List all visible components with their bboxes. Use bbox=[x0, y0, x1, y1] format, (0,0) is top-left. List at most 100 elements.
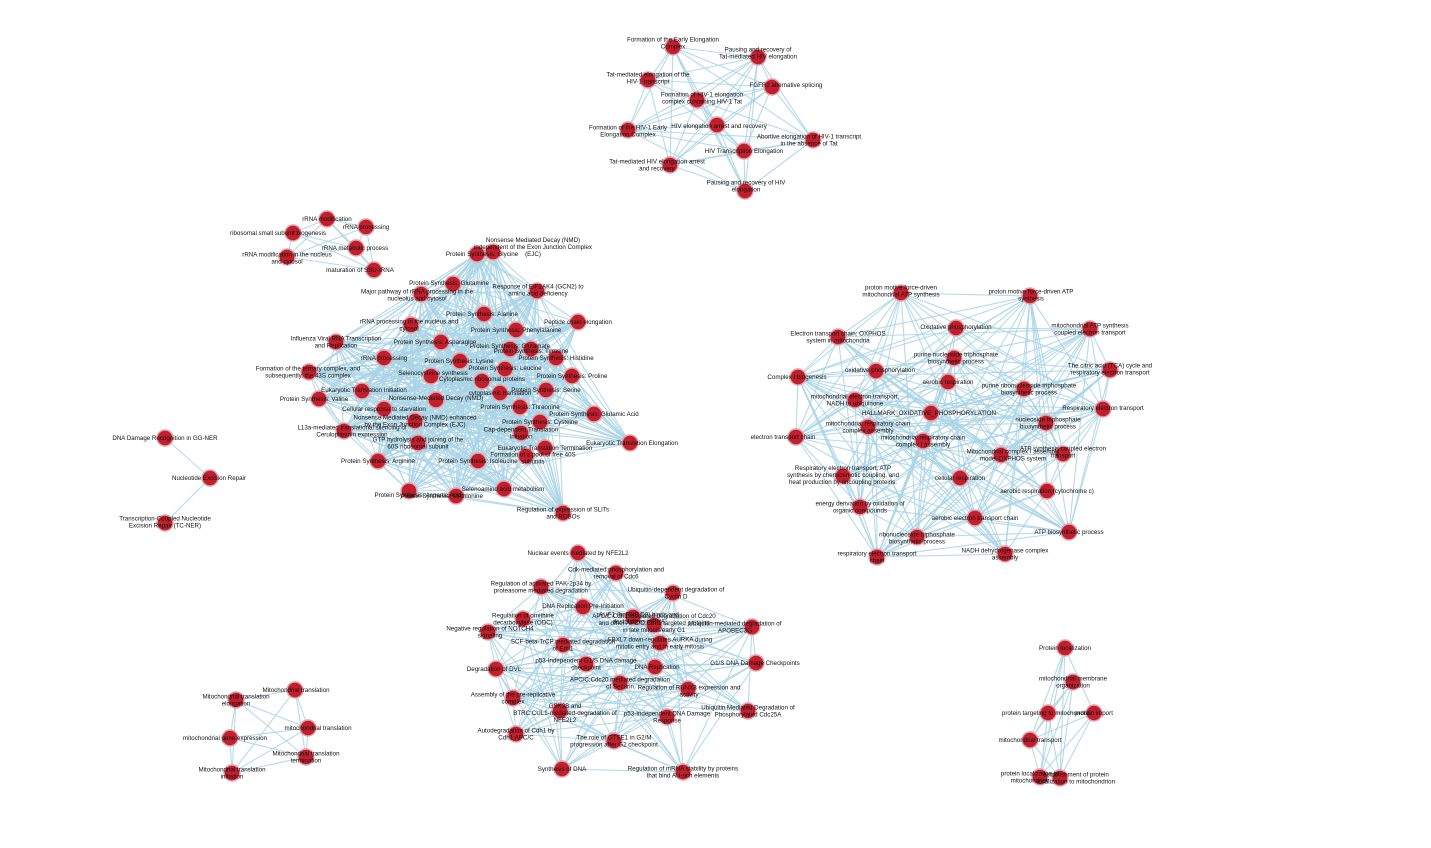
node-protein-localization-to-mitochondrion[interactable] bbox=[1031, 768, 1049, 786]
node-oxidative-phosphorylation[interactable] bbox=[947, 319, 965, 337]
node-p53-independent-g1-s-dna-damage-checkpoint[interactable] bbox=[577, 655, 595, 673]
node-mitochondrial-transport[interactable] bbox=[1021, 731, 1039, 749]
node-electron-transport-chain[interactable] bbox=[787, 428, 805, 446]
node-mitochondrial-gene-expression[interactable] bbox=[221, 729, 239, 747]
node-apc-c-cdh1-mediated-degradation-of-cdc20-and-other-apc-c-cdh[interactable] bbox=[645, 616, 663, 634]
node-p53-independent-dna-damage-response[interactable] bbox=[658, 708, 676, 726]
node-tat-mediated-elongation-of-the-hiv-1-transcript[interactable] bbox=[639, 71, 657, 89]
node-dna-damage-recognition-in-gg-ner[interactable] bbox=[156, 429, 174, 447]
node-tat-mediated-hiv-elongation-arrest-and-recovery[interactable] bbox=[661, 156, 679, 174]
node-negative-regulation-of-notch4-signaling[interactable] bbox=[479, 623, 497, 641]
node-regulation-of-expression-of-slits-and-robos[interactable] bbox=[554, 504, 572, 522]
node-protein-synthesis-cysteine[interactable] bbox=[531, 413, 549, 431]
node-protein-synthesis-leucine[interactable] bbox=[496, 360, 514, 378]
node-formation-of-the-ternary-complex-and-subsequently-the-43s-co[interactable] bbox=[300, 363, 318, 381]
node-respiratory-electron-transport-chain[interactable] bbox=[868, 548, 886, 566]
node-gtp-hydrolysis-and-joining-of-the-60s-ribosomal-subunit[interactable] bbox=[409, 434, 427, 452]
node-degradation-of-dvl[interactable] bbox=[487, 660, 505, 678]
node-protein-synthesis-alanine[interactable] bbox=[475, 305, 493, 323]
node-formation-of-a-pool-of-free-40s-subunits[interactable] bbox=[517, 447, 535, 465]
node-regulation-of-ornithine-decarboxylase-odc[interactable] bbox=[514, 610, 532, 628]
node-mitochondrial-translation-elongation[interactable] bbox=[227, 691, 245, 709]
node-atp-synthesis-coupled-electron-transport[interactable] bbox=[1054, 445, 1072, 463]
node-pausing-and-recovery-of-hiv-elongation[interactable] bbox=[736, 182, 754, 200]
node-nucleoside-triphosphate-biosynthetic-process[interactable] bbox=[1037, 414, 1055, 432]
node-influenza-viral-rna-transcription-and-replication[interactable] bbox=[327, 333, 345, 351]
node-cytoplasmic-ribosomal-proteins[interactable] bbox=[473, 372, 491, 390]
node-protein-synthesis-serine[interactable] bbox=[537, 381, 555, 399]
node-respiratory-electron-transport-atp-synthesis-by-chemiosmotic[interactable] bbox=[834, 467, 852, 485]
node-proton-motive-force-driven-atp-synthesis[interactable] bbox=[1021, 287, 1039, 305]
node-ubiquitin-mediated-degradation-of-phosphorylated-cdc25a[interactable] bbox=[739, 702, 757, 720]
node-auf1-hnrnp-d0-binds-and-destabilizes-mrna[interactable] bbox=[624, 608, 642, 626]
node-protein-synthesis-lysine[interactable] bbox=[451, 352, 469, 370]
node-mitochondrial-translation-termination[interactable] bbox=[297, 748, 315, 766]
node-eukaryotic-translation-initiation[interactable] bbox=[353, 382, 371, 400]
node-hallmark-oxidative-phosphorylation[interactable] bbox=[922, 404, 940, 422]
node-protein-import[interactable] bbox=[1085, 704, 1103, 722]
node-nuclear-events-mediated-by-nfe2l2[interactable] bbox=[569, 544, 587, 562]
node-protein-synthesis-isoleucine[interactable] bbox=[469, 452, 487, 470]
node-dna-replication[interactable] bbox=[646, 658, 664, 676]
node-synthesis-of-dna[interactable] bbox=[553, 760, 571, 778]
node-hiv-transcription-elongation[interactable] bbox=[735, 142, 753, 160]
node-purine-ribonucleoside-triphosphate-biosynthetic-process[interactable] bbox=[1015, 380, 1033, 398]
node-ribosomal-small-subunit-biogenesis[interactable] bbox=[284, 224, 302, 242]
node-regulation-of-activated-pak-2p34-by-proteasome-mediated-degr[interactable] bbox=[532, 578, 550, 596]
node-nonsense-mediated-decay-nmd-enhanced-by-the-exon-junction-co[interactable] bbox=[406, 412, 424, 430]
node-protein-synthesis-valine[interactable] bbox=[310, 390, 328, 408]
node-protein-synthesis-proline[interactable] bbox=[563, 367, 581, 385]
node-major-pathway-of-rrna-processing-in-the-nucleolus-and-cytoso[interactable] bbox=[412, 285, 430, 303]
node-cdk-mediated-phosphorylation-and-removal-of-cdc6[interactable] bbox=[607, 564, 625, 582]
node-mitochondrial-translation[interactable] bbox=[299, 719, 317, 737]
node-l13a-mediated-translational-silencing-of-ceruloplasmin-expre[interactable] bbox=[335, 422, 353, 440]
node-dna-replication-pre-initiation[interactable] bbox=[574, 598, 592, 616]
node-cytoplasmic-translation[interactable] bbox=[491, 384, 509, 402]
node-selenocysteine-synthesis[interactable] bbox=[422, 367, 440, 385]
node-purine-nucleoside-triphosphate-biosynthetic-process[interactable] bbox=[945, 349, 963, 367]
node-protein-synthesis-asparagine[interactable] bbox=[432, 333, 450, 351]
node-rrna-metabolic-process[interactable] bbox=[347, 239, 365, 257]
node-formation-of-hiv-1-elongation-complex-containing-hiv-1-tat[interactable] bbox=[688, 91, 706, 109]
node-maturation-of-ssu-rrna[interactable] bbox=[365, 261, 383, 279]
node-rrna-modification[interactable] bbox=[318, 210, 336, 228]
node-nonsense-mediated-decay-nmd[interactable] bbox=[427, 391, 445, 409]
node-aerobic-respiration-cytochrome-c[interactable] bbox=[1038, 482, 1056, 500]
node-protein-synthesis-glycine[interactable] bbox=[468, 245, 486, 263]
node-g1-s-dna-damage-checkpoints[interactable] bbox=[747, 654, 765, 672]
node-regulation-of-mrna-stability-by-proteins-that-bind-au-rich-e[interactable] bbox=[674, 763, 692, 781]
node-protein-synthesis-arginine[interactable] bbox=[369, 452, 387, 470]
node-establishment-of-protein-localization-to-mitochondrion[interactable] bbox=[1051, 769, 1069, 787]
node-ribonucleoside-triphosphate-biosynthetic-process[interactable] bbox=[908, 528, 926, 546]
node-transcription-coupled-nucleotide-excision-repair-tc-ner[interactable] bbox=[156, 514, 174, 532]
node-abortive-elongation-of-hiv-1-transcript-in-the-absence-of-ta[interactable] bbox=[804, 131, 822, 149]
node-response-of-eif2ak4-gcn2-to-amino-acid-deficiency[interactable] bbox=[528, 282, 546, 300]
node-nucleotide-excision-repair[interactable] bbox=[201, 469, 219, 487]
node-protein-localization[interactable] bbox=[1056, 639, 1074, 657]
node-aerobic-respiration[interactable] bbox=[939, 373, 957, 391]
node-protein-synthesis-methionine[interactable] bbox=[447, 487, 465, 505]
node-peptide-chain-elongation[interactable] bbox=[569, 313, 587, 331]
node-cap-dependent-translation-initiation[interactable] bbox=[512, 424, 530, 442]
node-protein-synthesis-glutamate[interactable] bbox=[501, 340, 519, 358]
node-rrna-processing[interactable] bbox=[375, 349, 393, 367]
node-the-citric-acid-tca-cycle-and-respiratory-electron-transport[interactable] bbox=[1101, 361, 1119, 379]
node-mitochondrial-electron-transport-nadh-to-ubiquinone[interactable] bbox=[846, 391, 864, 409]
node-cellular-response-to-starvation[interactable] bbox=[375, 400, 393, 418]
node-rrna-processing-in-the-nucleus-and-cytosol[interactable] bbox=[402, 316, 420, 334]
node-rrna-modification-in-the-nucleus-and-cytosol[interactable] bbox=[278, 248, 296, 266]
node-ubiquitin-dependent-degradation-of-cyclin-d[interactable] bbox=[664, 584, 682, 602]
node-protein-synthesis-phenylalanine[interactable] bbox=[507, 321, 525, 339]
node-hiv-elongation-arrest-and-recovery[interactable] bbox=[708, 116, 726, 134]
node-nadh-dehydrogenase-complex-assembly[interactable] bbox=[996, 545, 1014, 563]
node-assembly-of-the-pre-replicative-complex[interactable] bbox=[504, 689, 522, 707]
node-oxidative-phosphorylation[interactable] bbox=[867, 362, 885, 380]
node-scf-beta-trcp-mediated-degradation-of-emi1[interactable] bbox=[554, 636, 572, 654]
node-electron-transport-chain-oxphos-system-in-mitochondria[interactable] bbox=[829, 328, 847, 346]
node-fbxl7-down-regulates-aurka-during-mitotic-entry-and-in-early[interactable] bbox=[651, 634, 669, 652]
node-the-role-of-gtse1-in-g2-m-progression-after-g2-checkpoint[interactable] bbox=[605, 732, 623, 750]
node-gsk3b-and-btrc-cul1-mediated-degradation-of-nfe2l2[interactable] bbox=[551, 702, 569, 720]
node-mitochondrial-complex-i-assembly-model-oxphos-system[interactable] bbox=[992, 446, 1010, 464]
node-protein-synthesis-glutamic-acid[interactable] bbox=[585, 405, 603, 423]
node-mitochondrial-translation[interactable] bbox=[286, 681, 304, 699]
